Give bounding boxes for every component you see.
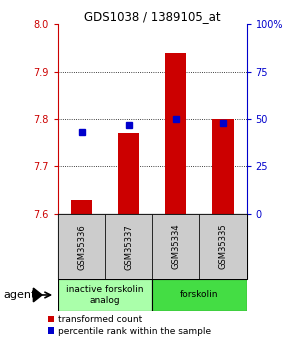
- Text: agent: agent: [3, 290, 35, 300]
- Title: GDS1038 / 1389105_at: GDS1038 / 1389105_at: [84, 10, 221, 23]
- FancyBboxPatch shape: [105, 214, 152, 279]
- Legend: transformed count, percentile rank within the sample: transformed count, percentile rank withi…: [48, 315, 211, 336]
- Text: GSM35335: GSM35335: [218, 224, 227, 269]
- FancyBboxPatch shape: [58, 214, 105, 279]
- FancyBboxPatch shape: [152, 214, 200, 279]
- Text: GSM35334: GSM35334: [171, 224, 180, 269]
- FancyBboxPatch shape: [152, 279, 246, 311]
- Bar: [165, 52, 186, 214]
- Bar: [212, 119, 233, 214]
- Text: inactive forskolin
analog: inactive forskolin analog: [66, 285, 144, 305]
- Text: GSM35337: GSM35337: [124, 224, 133, 269]
- Bar: [71, 200, 92, 214]
- Bar: [118, 133, 139, 214]
- Text: GSM35336: GSM35336: [77, 224, 86, 269]
- FancyBboxPatch shape: [200, 214, 246, 279]
- FancyBboxPatch shape: [58, 279, 152, 311]
- Text: forskolin: forskolin: [180, 290, 219, 299]
